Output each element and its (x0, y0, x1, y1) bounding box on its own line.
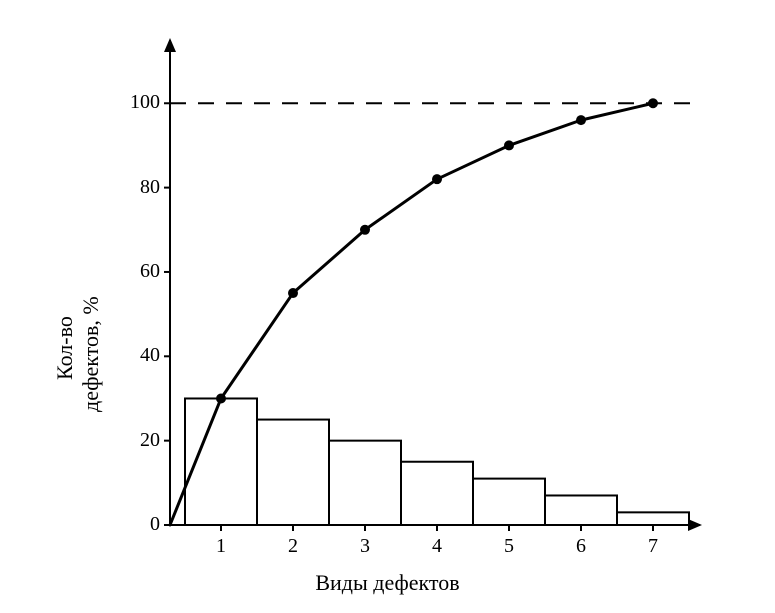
y-tick-label: 0 (120, 513, 160, 536)
pareto-chart: Кол-во дефектов, % Виды дефектов 0 20 40 60… (0, 0, 775, 613)
x-tick-label: 4 (422, 535, 452, 558)
y-axis-arrow-icon (164, 38, 176, 52)
bar (401, 462, 473, 525)
cumulative-marker (432, 174, 442, 184)
x-tick-label: 3 (350, 535, 380, 558)
y-tick-label: 60 (120, 260, 160, 283)
y-tick-label: 100 (120, 91, 160, 114)
bar (257, 420, 329, 525)
y-tick-label: 20 (120, 429, 160, 452)
x-tick-label: 5 (494, 535, 524, 558)
y-tick-label: 80 (120, 176, 160, 199)
x-tick-label: 2 (278, 535, 308, 558)
cumulative-marker (576, 115, 586, 125)
cumulative-marker (216, 393, 226, 403)
bar (329, 441, 401, 525)
x-tick-label: 6 (566, 535, 596, 558)
bar (473, 479, 545, 525)
cumulative-marker (504, 140, 514, 150)
bar (545, 495, 617, 525)
y-axis-label-line2: дефектов, % (78, 296, 104, 412)
x-tick-label: 7 (638, 535, 668, 558)
bar (617, 512, 689, 525)
y-axis-label-line1: Кол-во (52, 316, 78, 380)
y-tick-label: 40 (120, 344, 160, 367)
x-axis-label: Виды дефектов (0, 570, 775, 596)
cumulative-marker (648, 98, 658, 108)
x-tick-label: 1 (206, 535, 236, 558)
x-axis-arrow-icon (688, 519, 702, 531)
cumulative-marker (360, 225, 370, 235)
cumulative-marker (288, 288, 298, 298)
chart-canvas (0, 0, 775, 613)
